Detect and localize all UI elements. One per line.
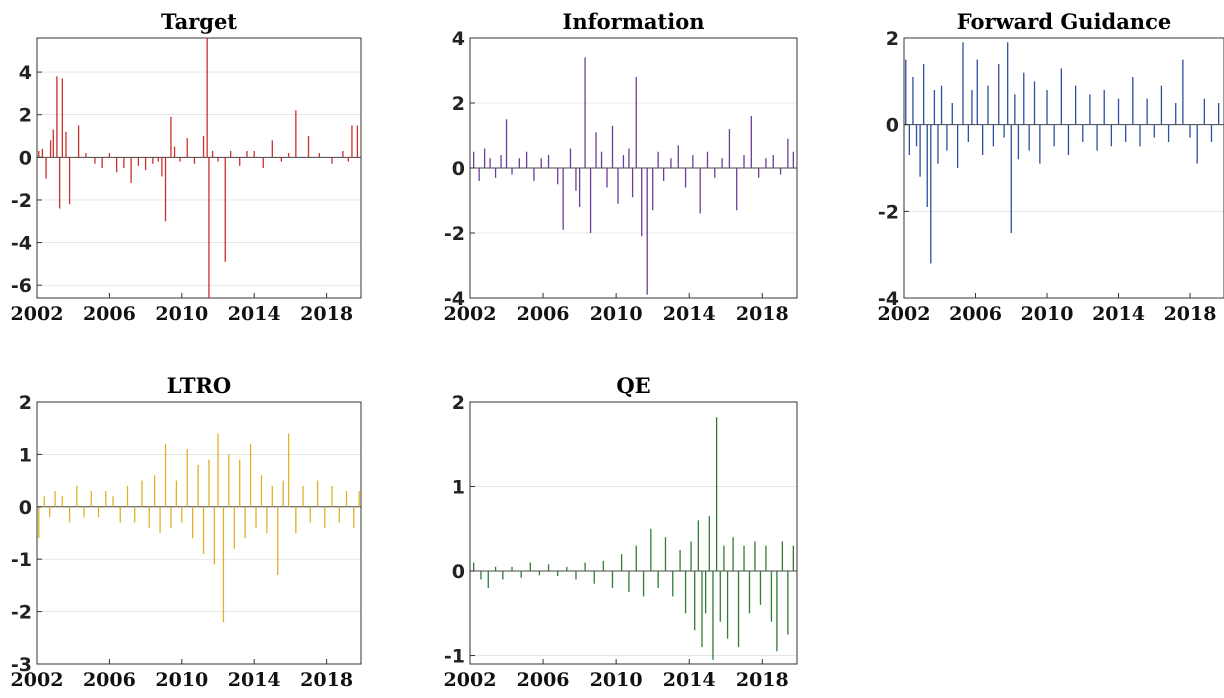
- y-tick-label: -4: [444, 288, 465, 310]
- y-tick-label: 0: [886, 115, 899, 137]
- y-tick-label: -4: [878, 288, 899, 310]
- plot-frame: [36, 401, 362, 665]
- y-tick-label: 0: [19, 147, 32, 169]
- y-tick-label: 2: [19, 105, 32, 127]
- x-tick-label: 2002: [878, 303, 931, 325]
- plot-frame: [36, 37, 362, 299]
- x-tick-label: 2018: [1164, 303, 1217, 325]
- panel-0: -6 -4 -2 0 2 4 2002 2006 2010 2014 2018 Target: [11, 9, 362, 325]
- x-tick-label: 2002: [444, 669, 497, 691]
- x-tick-label: 2006: [83, 669, 136, 691]
- panel-title: LTRO: [167, 373, 231, 398]
- x-tick-label: 2010: [590, 303, 643, 325]
- y-tick-label: -2: [11, 190, 32, 212]
- x-tick-label: 2006: [949, 303, 1002, 325]
- y-tick-label: -2: [11, 602, 32, 624]
- plot-frame: [903, 37, 1224, 299]
- y-tick-label: -3: [11, 654, 32, 676]
- y-tick-label: 1: [19, 444, 32, 466]
- y-tick-label: 0: [19, 497, 32, 519]
- y-tick-label: 0: [452, 158, 465, 180]
- panel-4: -1 0 1 2 2002 2006 2010 2014 2018 QE: [444, 373, 798, 691]
- y-tick-label: -6: [11, 275, 32, 297]
- x-tick-label: 2014: [228, 303, 281, 325]
- x-tick-label: 2010: [155, 303, 208, 325]
- x-tick-label: 2014: [228, 669, 281, 691]
- plot-frame: [469, 401, 798, 665]
- x-tick-label: 2002: [11, 303, 64, 325]
- y-tick-label: 2: [19, 392, 32, 414]
- x-tick-label: 2006: [517, 669, 570, 691]
- y-tick-label: -1: [444, 646, 465, 668]
- x-tick-label: 2002: [444, 303, 497, 325]
- y-tick-label: -1: [11, 549, 32, 571]
- x-tick-label: 2010: [1021, 303, 1074, 325]
- x-tick-label: 2018: [300, 303, 353, 325]
- panel-title: Target: [161, 9, 237, 34]
- x-tick-label: 2014: [663, 303, 716, 325]
- x-tick-label: 2018: [300, 669, 353, 691]
- y-tick-label: 2: [452, 93, 465, 115]
- panel-title: Forward Guidance: [957, 9, 1171, 34]
- y-tick-label: -2: [444, 223, 465, 245]
- y-tick-label: -4: [11, 233, 32, 255]
- y-tick-label: 2: [886, 28, 899, 50]
- panel-2: -4 -2 0 2 2002 2006 2010 2014 2018 Forward Guidan…: [878, 9, 1224, 325]
- panel-title: Information: [563, 9, 705, 34]
- x-tick-label: 2014: [663, 669, 716, 691]
- y-tick-label: 2: [452, 392, 465, 414]
- panel-3: -3 -2 -1 0 1 2 2002 2006 2010 2014 2018 LTRO: [11, 373, 362, 691]
- x-tick-label: 2006: [517, 303, 570, 325]
- y-tick-label: 4: [452, 28, 465, 50]
- y-tick-label: -2: [878, 201, 899, 223]
- x-tick-label: 2014: [1092, 303, 1145, 325]
- x-tick-label: 2002: [11, 669, 64, 691]
- y-tick-label: 0: [452, 561, 465, 583]
- x-tick-label: 2018: [736, 669, 789, 691]
- panel-title: QE: [616, 373, 650, 398]
- y-tick-label: 4: [19, 62, 32, 84]
- x-tick-label: 2018: [736, 303, 789, 325]
- y-tick-label: 1: [452, 477, 465, 499]
- panel-1: -4 -2 0 2 4 2002 2006 2010 2014 2018 Information: [444, 9, 798, 325]
- x-tick-label: 2006: [83, 303, 136, 325]
- x-tick-label: 2010: [155, 669, 208, 691]
- x-tick-label: 2010: [590, 669, 643, 691]
